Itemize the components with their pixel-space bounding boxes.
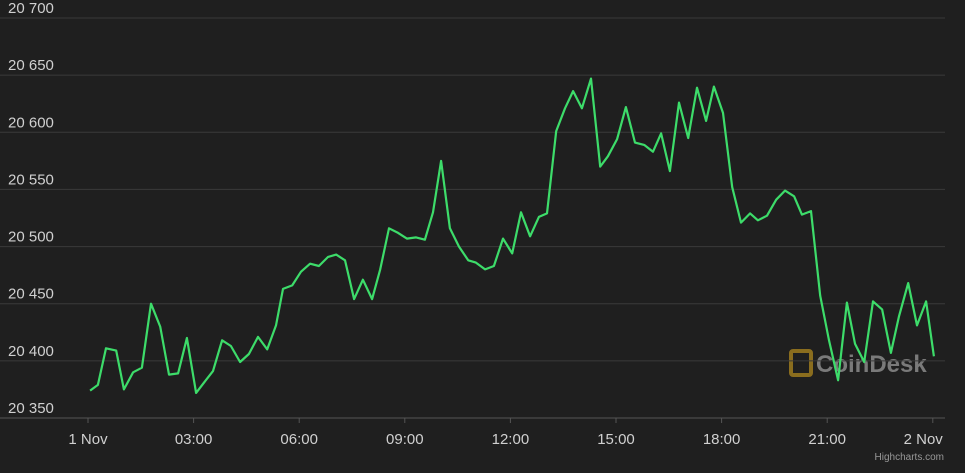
- y-tick-label: 20 500: [8, 229, 54, 246]
- y-tick-label: 20 550: [8, 171, 54, 188]
- x-tick-label: 06:00: [280, 431, 318, 448]
- x-tick-label: 15:00: [597, 431, 635, 448]
- x-tick-label: 2 Nov: [904, 431, 944, 448]
- price-line: [89, 77, 935, 394]
- y-tick-label: 20 350: [8, 400, 54, 417]
- y-tick-label: 20 700: [8, 0, 54, 17]
- watermark-logo: [789, 349, 813, 377]
- x-tick-label: 18:00: [703, 431, 741, 448]
- y-tick-label: 20 400: [8, 343, 54, 360]
- x-tick-label: 21:00: [808, 431, 846, 448]
- credits: Highcharts.com: [875, 452, 944, 463]
- x-tick-label: 1 Nov: [68, 431, 108, 448]
- x-tick-label: 12:00: [492, 431, 530, 448]
- x-tick-label: 09:00: [386, 431, 424, 448]
- x-tick-label: 03:00: [175, 431, 213, 448]
- y-tick-label: 20 650: [8, 57, 54, 74]
- y-tick-label: 20 600: [8, 114, 54, 131]
- y-tick-label: 20 450: [8, 286, 54, 303]
